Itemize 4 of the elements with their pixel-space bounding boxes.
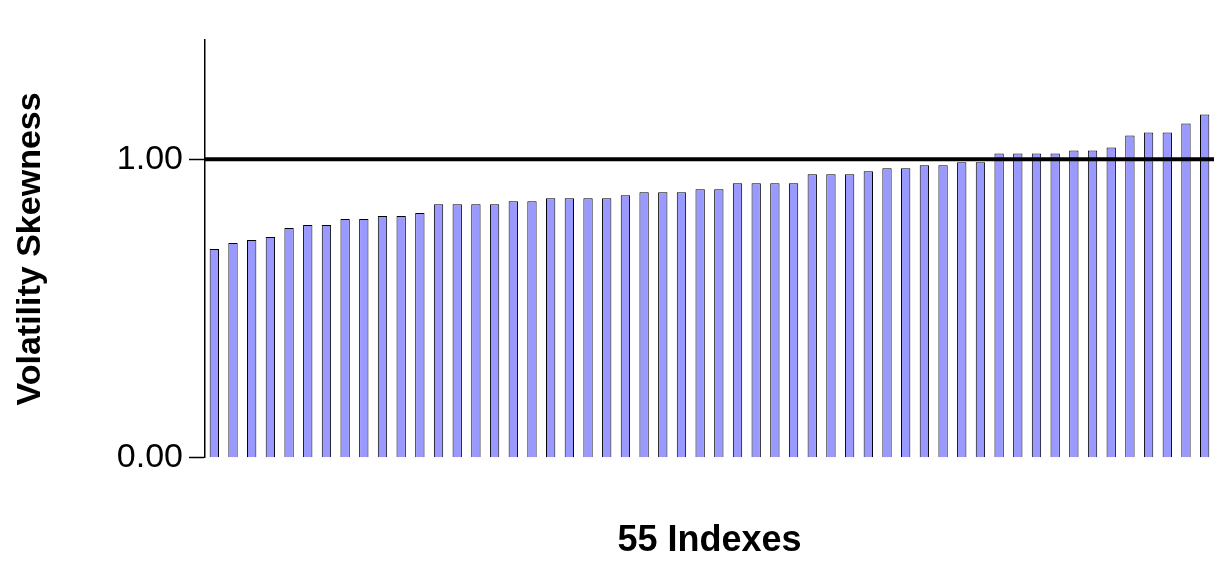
y-tick-label: 0.00 <box>116 436 183 475</box>
x-axis-title: 55 Indexes <box>617 518 802 560</box>
y-axis-title: Volatility Skewness <box>8 92 47 406</box>
y-tick-label: 1.00 <box>116 137 183 176</box>
